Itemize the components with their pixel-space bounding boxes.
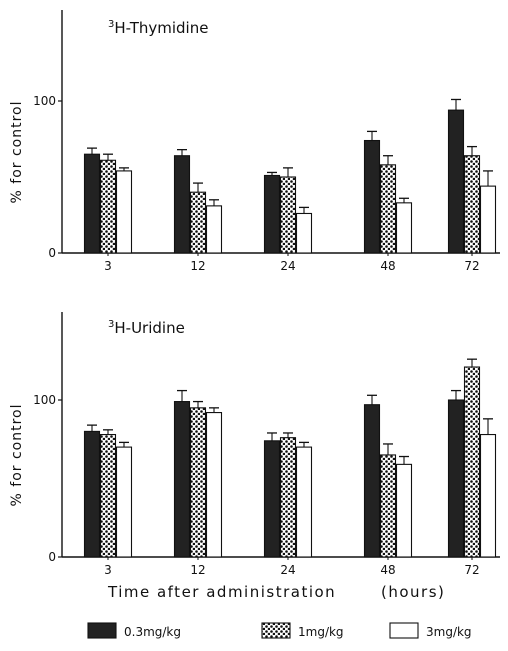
y-tick-labels: 0 100 xyxy=(33,94,56,260)
x-tick-label: 72 xyxy=(464,563,479,577)
bar xyxy=(295,446,313,558)
bar xyxy=(395,202,413,254)
x-tick-label: 3 xyxy=(104,563,112,577)
bar xyxy=(115,446,133,558)
bar xyxy=(83,430,101,558)
bar xyxy=(205,412,223,558)
chart-title-text: H-Thymidine xyxy=(114,19,208,37)
x-axis-label: Time after administration xyxy=(107,583,336,601)
x-tick-labels: 3 12 24 48 72 xyxy=(104,563,479,577)
y-tick-labels: 0 100 xyxy=(33,393,56,564)
legend-swatch xyxy=(261,622,291,639)
y-axis-label: % for control xyxy=(9,101,25,204)
bar xyxy=(279,437,297,558)
bar xyxy=(115,170,133,254)
bar xyxy=(83,153,101,254)
bar xyxy=(189,407,207,558)
bar xyxy=(279,176,297,254)
bar xyxy=(99,159,117,254)
bar xyxy=(363,139,381,254)
bar xyxy=(447,399,465,558)
bar xyxy=(379,164,397,254)
chart-title-superscript: 3 xyxy=(108,319,114,330)
x-tick-label: 12 xyxy=(190,259,205,273)
chart-title-text: H-Uridine xyxy=(114,319,184,337)
bar xyxy=(99,433,117,558)
bar xyxy=(173,401,191,558)
bar xyxy=(363,404,381,558)
bar xyxy=(189,191,207,254)
x-axis-unit: (hours) xyxy=(381,583,445,601)
x-tick-label: 48 xyxy=(380,563,395,577)
bar xyxy=(263,440,281,558)
legend-label: 0.3mg/kg xyxy=(124,625,181,639)
x-tick-label: 48 xyxy=(380,259,395,273)
legend-swatch xyxy=(389,622,419,639)
y-axis-label: % for control xyxy=(9,404,25,507)
legend-label: 3mg/kg xyxy=(426,625,472,639)
bars xyxy=(83,358,497,558)
chart-title: 3H-Uridine xyxy=(108,319,185,337)
bar xyxy=(205,205,223,254)
x-tick-label: 24 xyxy=(280,259,295,273)
legend-swatch xyxy=(87,622,117,639)
y-tick-label: 100 xyxy=(33,94,56,108)
chart-title-superscript: 3 xyxy=(108,19,114,30)
bar xyxy=(379,454,397,558)
y-tick-label: 100 xyxy=(33,393,56,407)
x-tick-label: 24 xyxy=(280,563,295,577)
legend-label: 1mg/kg xyxy=(298,625,344,639)
x-tick-label: 12 xyxy=(190,563,205,577)
bar xyxy=(295,212,313,254)
bar xyxy=(173,155,191,254)
bar xyxy=(479,433,497,558)
chart-title: 3H-Thymidine xyxy=(108,19,208,37)
bar xyxy=(463,366,481,558)
bar xyxy=(395,463,413,558)
bar xyxy=(479,185,497,254)
bar xyxy=(263,174,281,254)
x-tick-label: 3 xyxy=(104,259,112,273)
bars xyxy=(83,98,497,254)
y-tick-label: 0 xyxy=(48,246,56,260)
bar xyxy=(447,109,465,254)
bar xyxy=(463,155,481,254)
x-tick-label: 72 xyxy=(464,259,479,273)
x-tick-labels: 3 12 24 48 72 xyxy=(104,259,479,273)
y-tick-label: 0 xyxy=(48,550,56,564)
legend: 0.3mg/kg 1mg/kg 3mg/kg xyxy=(87,622,472,639)
